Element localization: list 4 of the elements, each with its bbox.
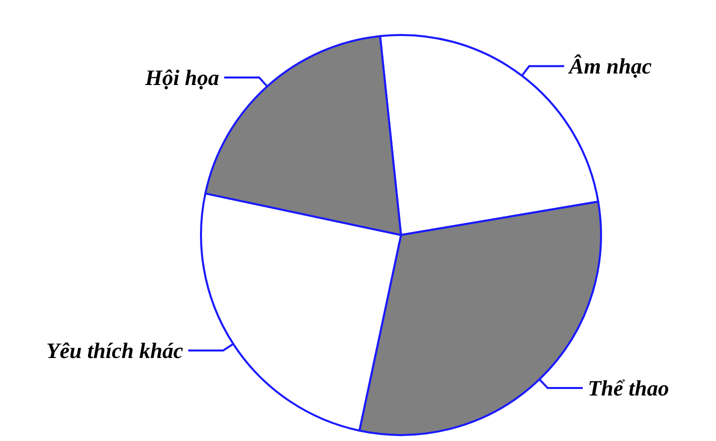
slice-label: Yêu thích khác [46,338,184,363]
slice-label: Âm nhạc [567,54,652,79]
slice-label: Hội họa [144,64,220,90]
slice-label: Thể thao [588,376,670,401]
